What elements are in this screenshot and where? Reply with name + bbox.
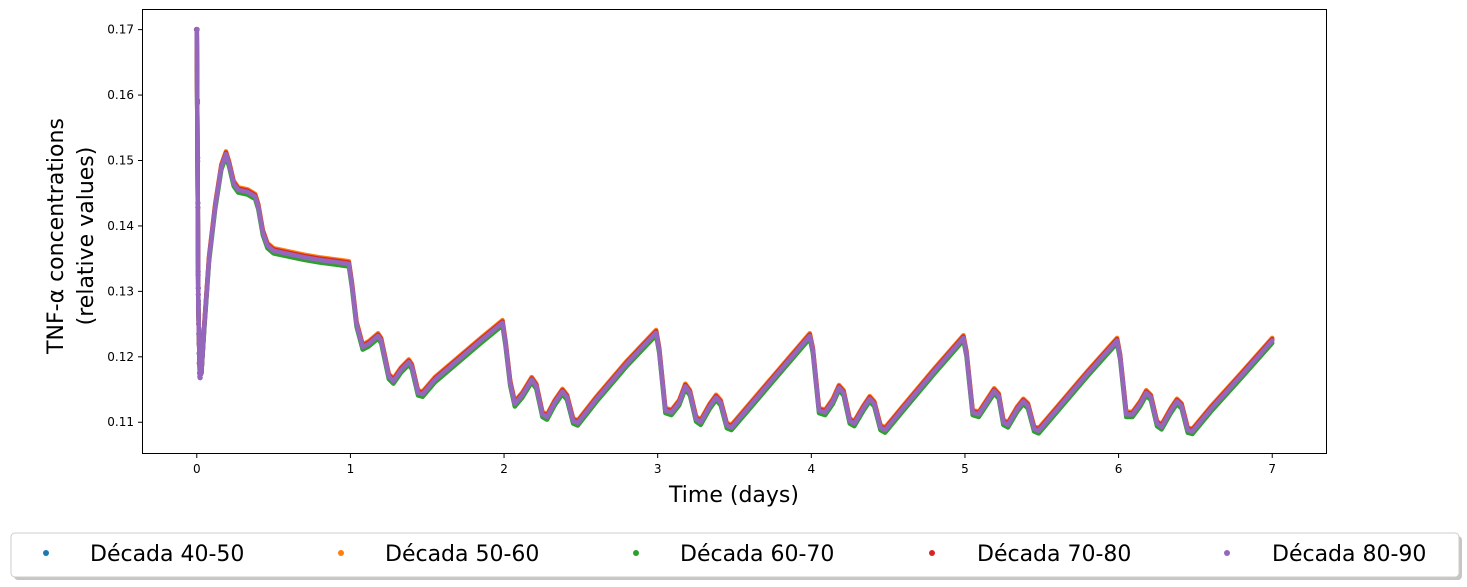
- data-point: [195, 285, 201, 291]
- legend-label: Década 70-80: [977, 542, 1131, 567]
- x-tick-label: 2: [500, 462, 508, 476]
- data-point: [195, 205, 201, 211]
- legend-item: Década 40-50: [43, 542, 244, 567]
- series-4: [193, 26, 1275, 433]
- data-point: [195, 272, 201, 278]
- data-point: [197, 375, 203, 381]
- x-axis: 0 1 2 3 4 5 6 7: [193, 453, 1276, 476]
- y-axis-title-line-2: (relative values): [74, 147, 99, 326]
- plot-area: [193, 26, 1275, 437]
- x-tick-label: 3: [654, 462, 662, 476]
- plot-frame: [142, 9, 1327, 454]
- legend-item: Década 80-90: [1224, 542, 1426, 567]
- data-point: [195, 292, 201, 298]
- legend-box: [10, 532, 1460, 578]
- y-axis-title: TNF-α concentrations (relative values): [44, 118, 99, 355]
- y-tick-label: 0.16: [107, 88, 134, 102]
- legend-marker: [1224, 550, 1230, 556]
- y-tick-label: 0.12: [107, 350, 134, 364]
- data-point: [196, 351, 202, 357]
- x-tick-label: 7: [1268, 462, 1276, 476]
- data-point: [193, 26, 200, 33]
- data-point: [195, 301, 201, 307]
- series-line: [194, 27, 1275, 437]
- legend: Década 40-50 Década 50-60 Década 60-70 Déca…: [10, 532, 1462, 580]
- data-point: [196, 331, 202, 337]
- y-tick-label: 0.11: [107, 415, 134, 429]
- series-line: [194, 27, 1275, 434]
- legend-label: Década 80-90: [1272, 542, 1426, 567]
- legend-marker: [338, 550, 344, 556]
- y-tick-label: 0.17: [107, 23, 134, 37]
- series-line: [194, 27, 1275, 433]
- x-tick-label: 0: [193, 462, 201, 476]
- legend-item: Década 50-60: [338, 542, 539, 567]
- legend-label: Década 40-50: [90, 542, 244, 567]
- legend-label: Década 60-70: [680, 542, 834, 567]
- data-point: [195, 100, 201, 106]
- data-point: [195, 246, 201, 252]
- data-point: [195, 239, 201, 245]
- data-point: [196, 311, 202, 317]
- series-line: [194, 27, 1275, 434]
- series-1: [193, 26, 1275, 434]
- legend-items: Década 40-50 Década 50-60 Década 60-70 Déca…: [43, 542, 1426, 567]
- y-tick-label: 0.14: [107, 219, 134, 233]
- data-point: [196, 360, 202, 366]
- series-3: [193, 26, 1275, 437]
- x-tick-label: 4: [807, 462, 815, 476]
- data-point: [195, 200, 201, 206]
- data-point: [196, 321, 202, 327]
- x-axis-title: Time (days): [668, 483, 799, 508]
- legend-label: Década 50-60: [385, 542, 539, 567]
- legend-item: Década 60-70: [633, 542, 834, 567]
- legend-marker: [929, 550, 935, 556]
- x-tick-label: 6: [1115, 462, 1123, 476]
- data-point: [195, 158, 201, 164]
- series-5: [193, 26, 1275, 434]
- y-axis: 0.11 0.12 0.13 0.14 0.15 0.16 0.17: [107, 23, 143, 429]
- data-point: [196, 341, 202, 347]
- x-tick-label: 1: [347, 462, 355, 476]
- series-line: [194, 27, 1275, 432]
- y-tick-label: 0.15: [107, 154, 134, 168]
- legend-marker: [633, 550, 639, 556]
- y-tick-label: 0.13: [107, 284, 134, 298]
- y-axis-title-line-1: TNF-α concentrations: [44, 118, 69, 355]
- legend-item: Década 70-80: [929, 542, 1131, 567]
- legend-marker: [43, 550, 49, 556]
- x-tick-label: 5: [961, 462, 969, 476]
- series-2: [193, 26, 1275, 432]
